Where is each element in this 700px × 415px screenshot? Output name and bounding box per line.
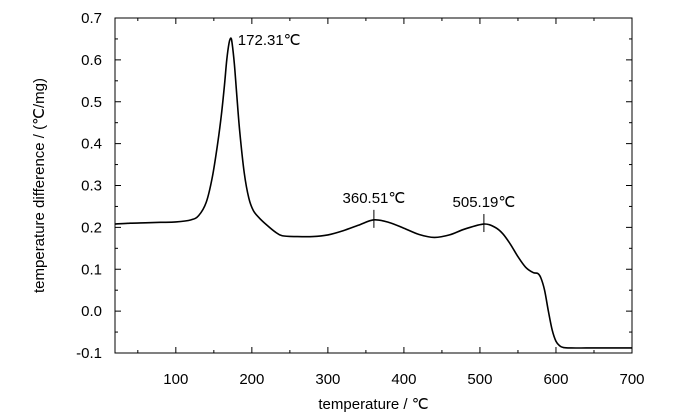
annotations: 172.31℃ 360.51℃ 505.19℃ [238,32,516,233]
y-tick-labels: -0.1 0.0 0.1 0.2 0.3 0.4 0.5 0.6 0.7 [76,10,102,362]
x-tick-labels: 100 200 300 400 500 600 700 [163,371,644,388]
x-tick-label: 600 [543,371,568,388]
x-tick-label: 200 [239,371,264,388]
y-axis-label: temperature difference / (℃/mg) [31,78,48,293]
y-tick-label: 0.1 [81,261,102,278]
x-tick-label: 300 [315,371,340,388]
y-tick-label: 0.0 [81,303,102,320]
y-tick-label: 0.2 [81,219,102,236]
y-tick-label: 0.5 [81,94,102,111]
x-tick-label: 500 [467,371,492,388]
y-tick-label: -0.1 [76,345,102,362]
y-tick-label: 0.6 [81,52,102,69]
y-tick-label: 0.7 [81,10,102,27]
x-axis-label: temperature / ℃ [318,396,428,413]
x-tick-label: 700 [619,371,644,388]
x-tick-label: 400 [391,371,416,388]
plot-frame [114,17,633,354]
peak-label: 505.19℃ [453,194,516,211]
series-layer [114,37,632,349]
peak-label: 172.31℃ [238,32,301,49]
y-tick-label: 0.4 [81,136,102,153]
series-line [114,37,632,349]
x-tick-label: 100 [163,371,188,388]
peak-label: 360.51℃ [343,190,406,207]
axis-ticks [115,17,633,354]
y-tick-label: 0.3 [81,178,102,195]
